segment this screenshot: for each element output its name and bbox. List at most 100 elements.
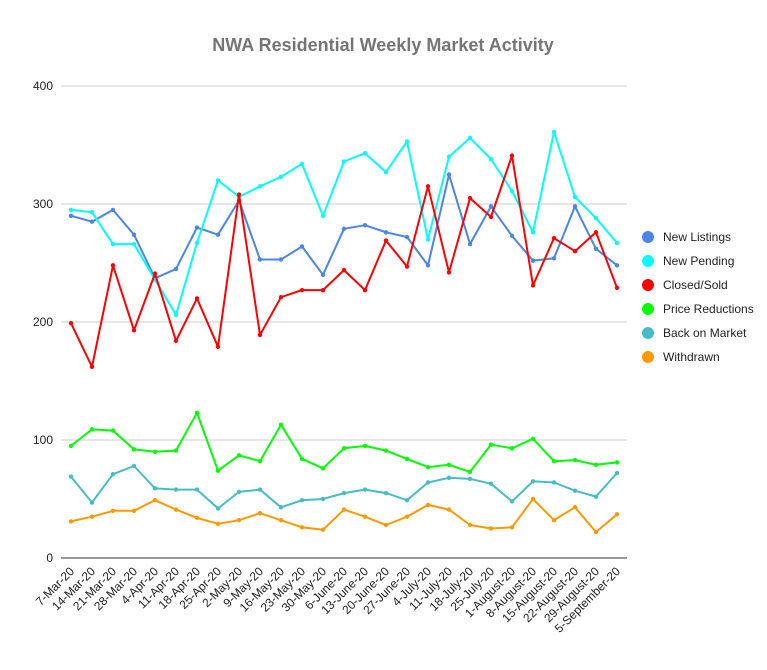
data-point [446, 507, 452, 512]
data-point [131, 241, 137, 247]
legend-marker [642, 351, 654, 363]
data-point [488, 526, 494, 531]
data-point [425, 464, 431, 470]
data-point [215, 178, 221, 183]
data-point [614, 263, 620, 268]
data-point [257, 332, 263, 338]
data-point [278, 257, 284, 262]
data-point [404, 139, 410, 144]
data-point [89, 364, 95, 370]
data-point [488, 204, 494, 209]
data-point [404, 497, 410, 503]
data-point [425, 184, 431, 189]
data-point [467, 522, 473, 528]
data-point [425, 237, 431, 242]
data-point [509, 153, 515, 158]
data-point [152, 486, 158, 491]
data-point [404, 514, 410, 519]
data-point [299, 161, 305, 167]
series-line [70, 498, 618, 533]
data-point [152, 449, 158, 454]
data-point [215, 468, 221, 473]
data-point [572, 249, 578, 254]
series-new-pending [68, 129, 620, 318]
y-tick-label: 0 [46, 551, 53, 565]
data-point [278, 422, 284, 427]
data-point [68, 474, 74, 479]
data-point [89, 514, 95, 519]
data-point [383, 230, 389, 235]
data-point [110, 263, 116, 268]
data-point [68, 213, 74, 218]
data-point [299, 287, 305, 293]
legend-label: New Pending [663, 254, 734, 268]
series-lines [68, 129, 620, 535]
data-point [614, 512, 620, 517]
data-point [593, 462, 599, 467]
data-point [530, 496, 536, 502]
legend-item: New Listings [642, 230, 731, 244]
data-point [110, 508, 116, 513]
chart-title: NWA Residential Weekly Market Activity [212, 35, 553, 55]
data-point [257, 257, 263, 262]
data-point [446, 475, 452, 480]
data-point [467, 135, 473, 141]
data-point [614, 470, 620, 476]
data-point [173, 266, 179, 272]
data-point [488, 442, 494, 447]
data-point [215, 344, 221, 349]
y-tick-label: 400 [33, 79, 53, 93]
data-point [173, 507, 179, 512]
data-point [530, 230, 536, 235]
data-point [110, 241, 116, 247]
data-point [215, 506, 221, 511]
data-point [299, 456, 305, 462]
data-point [446, 270, 452, 275]
series-line [70, 411, 618, 473]
data-point [509, 446, 515, 451]
data-point [572, 204, 578, 209]
data-point [341, 446, 347, 451]
data-point [362, 487, 368, 492]
data-point [194, 296, 200, 301]
legend-item: Back on Market [642, 326, 747, 340]
data-point [551, 518, 557, 523]
series-back-on-market [68, 463, 620, 511]
legend-marker [642, 279, 654, 291]
data-point [89, 219, 95, 224]
data-point [257, 510, 263, 516]
data-point [509, 499, 515, 504]
y-tick-label: 300 [33, 197, 53, 211]
data-point [68, 207, 74, 213]
legend-item: Price Reductions [642, 302, 754, 316]
data-point [362, 223, 368, 228]
data-point [89, 210, 95, 215]
data-point [362, 514, 368, 519]
data-point [593, 215, 599, 221]
legend-item: New Pending [642, 254, 734, 268]
data-point [404, 456, 410, 462]
data-point [467, 469, 473, 475]
y-tick-label: 200 [33, 315, 53, 329]
data-point [362, 287, 368, 293]
data-point [194, 410, 200, 416]
data-point [530, 283, 536, 288]
data-point [488, 214, 494, 220]
data-point [446, 462, 452, 467]
data-point [68, 519, 74, 524]
data-point [446, 172, 452, 177]
data-point [341, 507, 347, 512]
data-point [509, 525, 515, 530]
data-point [530, 479, 536, 484]
data-point [320, 527, 326, 532]
data-point [593, 494, 599, 499]
data-point [551, 480, 557, 485]
data-point [593, 246, 599, 252]
data-point [320, 272, 326, 277]
data-point [320, 287, 326, 293]
data-point [509, 188, 515, 194]
legend-marker [642, 231, 654, 243]
series-price-reductions [68, 410, 620, 475]
y-tick-label: 100 [33, 433, 53, 447]
data-point [467, 476, 473, 482]
